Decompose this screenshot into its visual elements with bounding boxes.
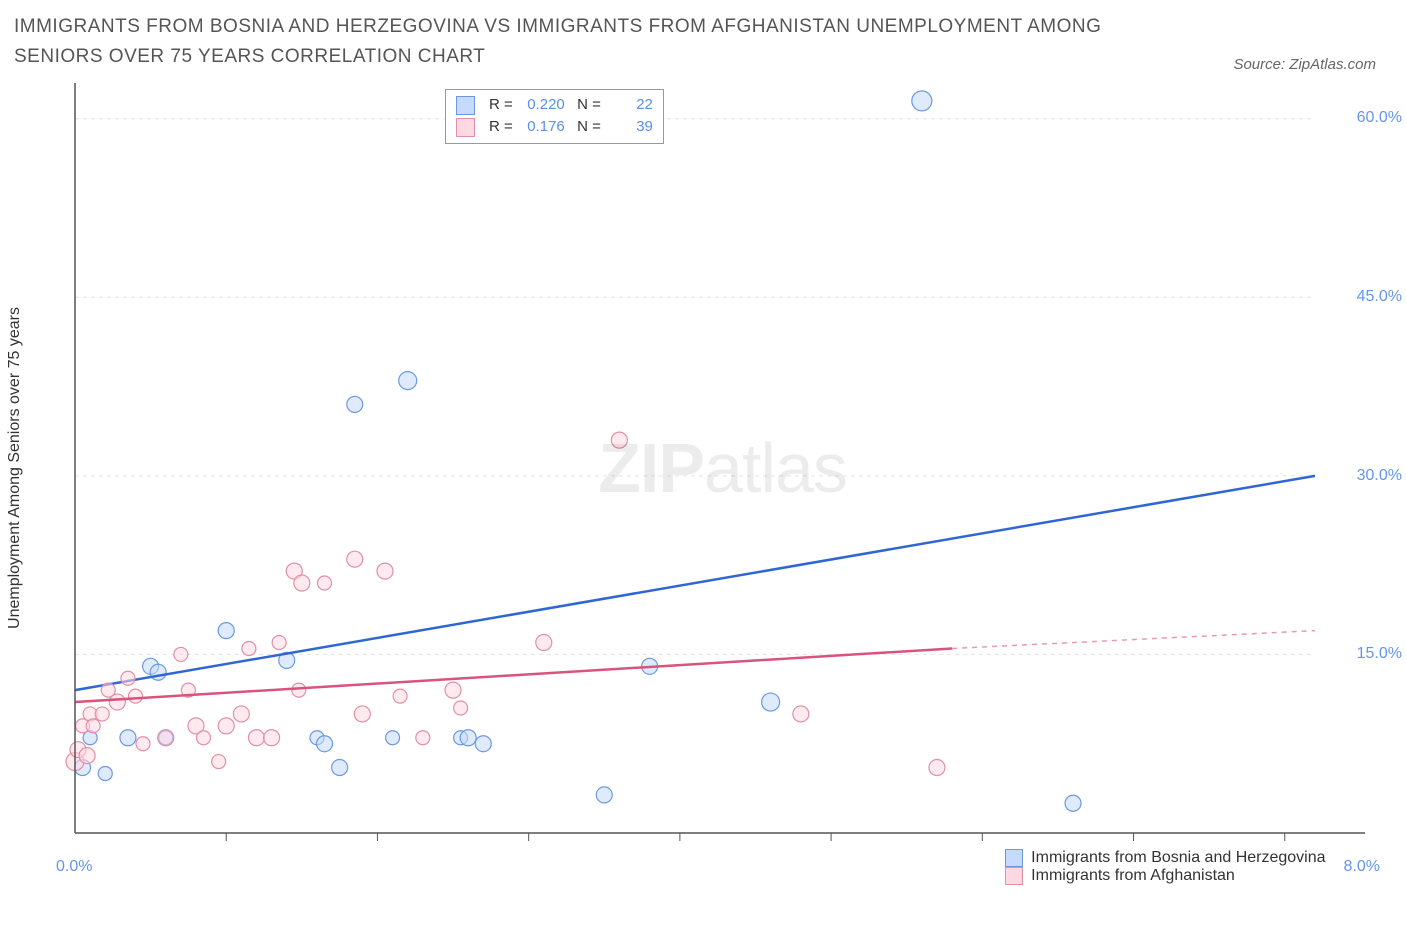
stat-row: R =0.220 N =22 [456,94,653,117]
legend-swatch [1005,867,1023,885]
footer-legend: 0.0% Immigrants from Bosnia and Herzegov… [0,849,1406,885]
y-tick-label: 30.0% [1357,467,1402,485]
chart-title: IMMIGRANTS FROM BOSNIA AND HERZEGOVINA V… [14,12,1114,73]
legend-swatch [456,96,475,115]
x-min-label: 0.0% [50,858,92,876]
stat-row: R =0.176 N =39 [456,116,653,139]
y-tick-label: 60.0% [1357,109,1402,127]
x-max-label: 8.0% [1344,858,1406,876]
stats-box: R =0.220 N =22R =0.176 N =39 [445,89,664,144]
legend-swatch [456,118,475,137]
source-label: Source: ZipAtlas.com [1233,56,1376,73]
chart-area: Unemployment Among Seniors over 75 years… [45,83,1400,853]
y-tick-label: 45.0% [1357,288,1402,306]
y-tick-label: 15.0% [1357,645,1402,663]
legend-item: Immigrants from Afghanistan [1005,867,1325,885]
y-axis-title: Unemployment Among Seniors over 75 years [6,307,24,629]
scatter-plot [45,83,1375,853]
